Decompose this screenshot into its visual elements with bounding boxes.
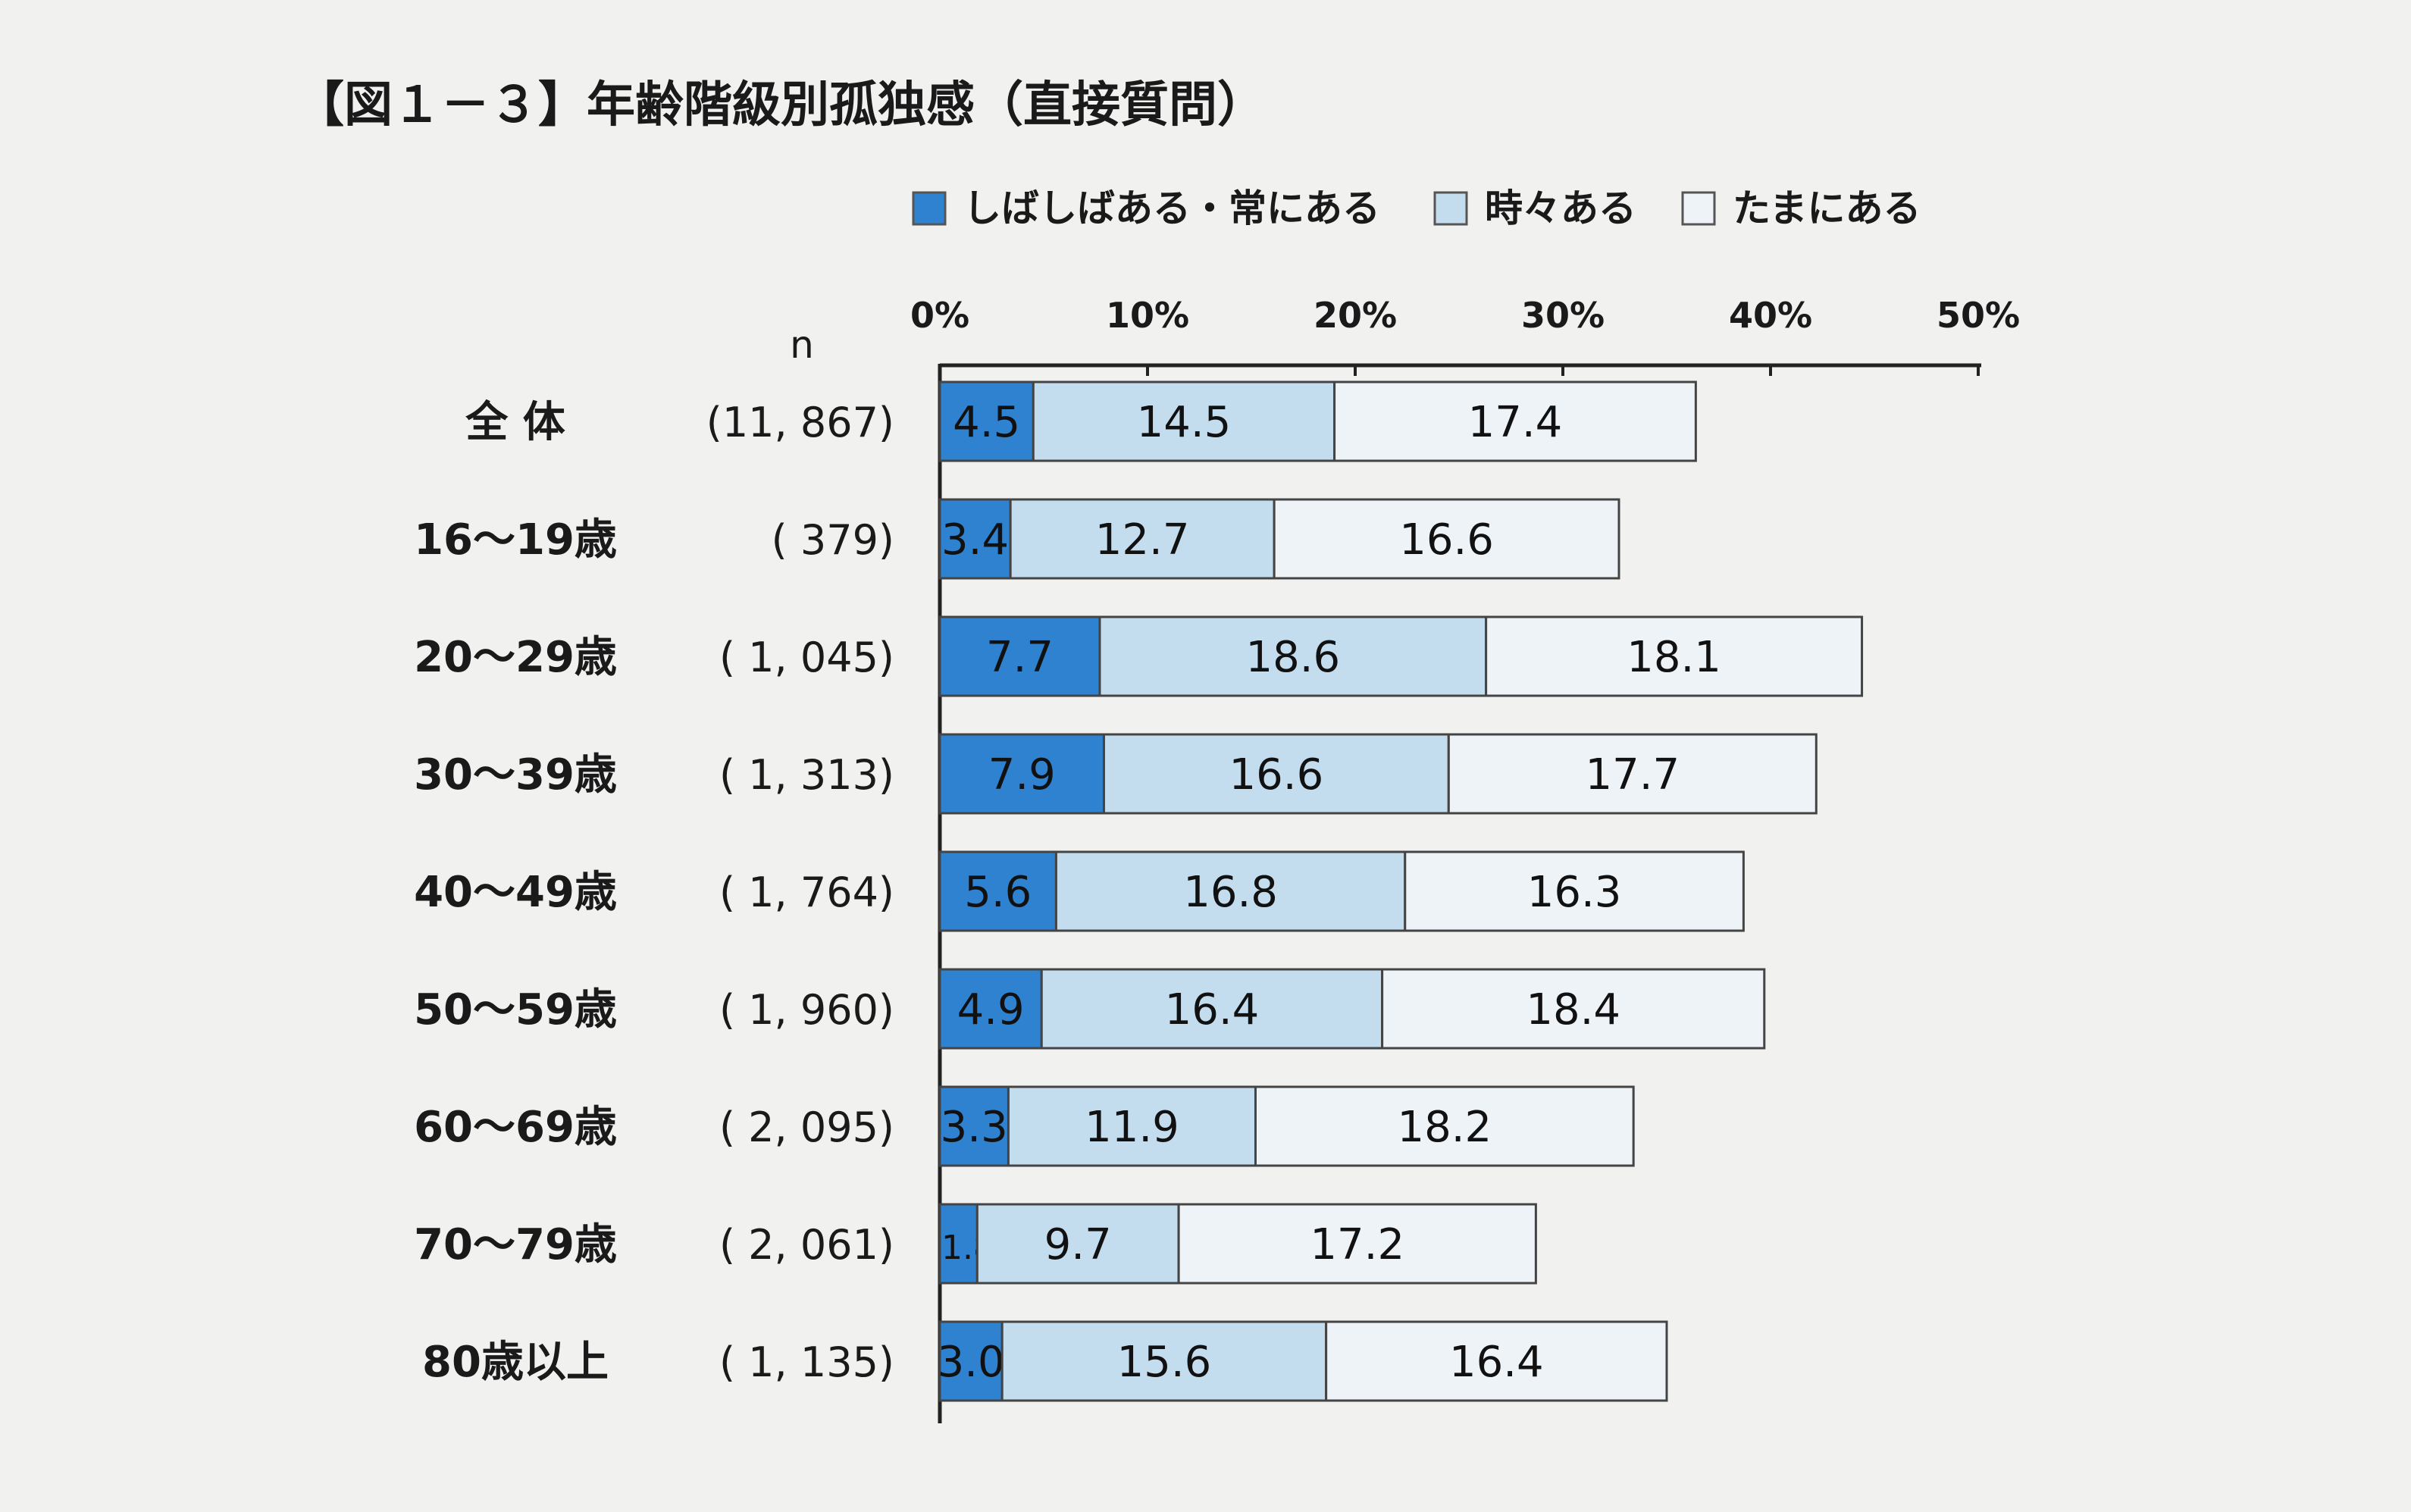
sample-size-label: ( 1, 135) — [719, 1338, 894, 1386]
category-label: 80歳以上 — [422, 1338, 609, 1387]
bar-segment — [1381, 968, 1766, 1050]
legend-swatch — [912, 191, 947, 226]
sample-size-label: ( 2, 095) — [719, 1103, 894, 1151]
legend-swatch — [1681, 191, 1716, 226]
category-label: 60～69歳 — [414, 1103, 617, 1152]
x-axis: 0% 10% 20% 30% 40% 50% — [910, 295, 2020, 1423]
legend-item: たまにある — [1681, 186, 1921, 230]
data-label: 18.2 — [1397, 1103, 1492, 1152]
data-label: 3.4 — [941, 515, 1009, 565]
bar-segment — [1333, 380, 1697, 462]
bar-segment — [1102, 733, 1450, 815]
data-label: 18.6 — [1245, 633, 1340, 682]
data-label: 7.7 — [986, 633, 1054, 682]
data-label: 17.7 — [1585, 750, 1680, 800]
data-label: 9.7 — [1044, 1220, 1112, 1269]
bar-segment — [938, 1085, 1010, 1167]
bar-segment — [1054, 850, 1407, 932]
bar-segment — [938, 1203, 978, 1285]
x-tick-label: 20% — [1314, 295, 1397, 336]
data-label: 12.7 — [1095, 515, 1190, 565]
bar-segment — [938, 615, 1101, 697]
legend-item: しばしばある・常にある — [912, 186, 1380, 230]
data-label: 17.4 — [1468, 398, 1563, 447]
sample-size-label: (11, 867) — [706, 399, 894, 446]
sample-size-label: ( 379) — [772, 516, 894, 564]
bar-row: 20～29歳 ( 1, 045) 7.7 18.6 18.1 — [414, 615, 1864, 697]
bar-row: 70～79歳( 2, 061) 1.8 9.7 17.2 — [414, 1203, 1537, 1285]
bar-segment — [1404, 850, 1745, 932]
data-label: 16.6 — [1229, 750, 1324, 800]
bar-segment — [1273, 498, 1620, 580]
data-label: 7.9 — [988, 750, 1056, 800]
category-label: 16～19歳 — [414, 515, 617, 565]
sample-size-label: ( 2, 061) — [719, 1221, 894, 1269]
data-label: 3.0 — [938, 1338, 1005, 1387]
legend-item: 時々ある — [1433, 186, 1636, 230]
bar-rows: 全 体 (11, 867) 4.5 14.5 17.4 16～19歳 ( 379) 3.4 12… — [414, 380, 1864, 1402]
bar-row: 30～39歳 ( 1, 313) 7.9 16.6 17.7 — [414, 733, 1818, 815]
bar-segment — [938, 498, 1012, 580]
n-column-header: n — [790, 323, 814, 367]
data-label: 15.6 — [1117, 1338, 1212, 1387]
bar-row: 60～69歳 ( 2, 095) 3.3 11.9 18.2 — [414, 1085, 1635, 1167]
category-label: 全 体 — [465, 398, 565, 447]
bar-segment — [1032, 380, 1336, 462]
bar-row: 全 体 (11, 867) 4.5 14.5 17.4 — [465, 380, 1697, 462]
bar-segment — [938, 733, 1105, 815]
sample-size-label: ( 1, 045) — [719, 634, 894, 681]
bar-segment — [938, 380, 1035, 462]
data-label: 11.9 — [1085, 1103, 1179, 1152]
bar-segment — [1254, 1085, 1635, 1167]
legend-label: 時々ある — [1485, 186, 1636, 230]
legend-label: しばしばある・常にある — [963, 186, 1380, 230]
legend: しばしばある・常にある 時々ある たまにある — [912, 186, 1921, 230]
category-label: 50～59歳 — [414, 985, 617, 1035]
data-label: 18.1 — [1627, 633, 1721, 682]
data-label: 4.5 — [953, 398, 1020, 447]
sample-size-label: ( 1, 960) — [719, 986, 894, 1034]
legend-label: たまにある — [1733, 186, 1921, 230]
data-label: 16.4 — [1449, 1338, 1544, 1387]
data-label: 16.3 — [1527, 868, 1622, 917]
x-tick-label: 30% — [1521, 295, 1605, 336]
bar-row: 50～59歳 ( 1, 960) 4.9 16.4 18.4 — [414, 968, 1766, 1050]
category-label: 70～79歳 — [414, 1220, 617, 1269]
category-label: 40～49歳 — [414, 868, 617, 917]
bar-segment — [1325, 1320, 1668, 1402]
chart-title: 【図１－３】年齢階級別孤独感（直接質問） — [296, 77, 1266, 133]
bar-segment — [975, 1203, 1180, 1285]
bar-segment — [1177, 1203, 1537, 1285]
bar-segment — [938, 1320, 1004, 1402]
sample-size-label: ( 1, 764) — [719, 869, 894, 916]
data-label: 14.5 — [1137, 398, 1232, 447]
data-label: 16.4 — [1165, 985, 1260, 1035]
x-tick-label: 40% — [1729, 295, 1812, 336]
bar-segment — [1447, 733, 1818, 815]
data-label: 4.9 — [957, 985, 1025, 1035]
data-label: 18.4 — [1526, 985, 1620, 1035]
data-label: 5.6 — [964, 868, 1032, 917]
x-tick-label: 0% — [910, 295, 969, 336]
x-tick-label: 10% — [1106, 295, 1189, 336]
data-label: 16.6 — [1399, 515, 1494, 565]
data-label: 3.3 — [941, 1103, 1008, 1152]
x-tick-label: 50% — [1937, 295, 2020, 336]
bar-segment — [938, 850, 1057, 932]
data-label: 16.8 — [1183, 868, 1278, 917]
bar-row: 80歳以上 ( 1, 135) 3.0 15.6 16.4 — [422, 1320, 1668, 1402]
bar-row: 40～49歳 ( 1, 764) 5.6 16.8 16.3 — [414, 850, 1745, 932]
bar-row: 16～19歳 ( 379) 3.4 12.7 16.6 — [414, 498, 1620, 580]
bar-segment — [938, 968, 1043, 1050]
category-label: 30～39歳 — [414, 750, 617, 800]
data-label: 17.2 — [1310, 1220, 1404, 1269]
category-label: 20～29歳 — [414, 633, 617, 682]
bar-segment — [1098, 615, 1488, 697]
bar-segment — [1485, 615, 1864, 697]
legend-swatch — [1433, 191, 1468, 226]
bar-segment — [1040, 968, 1384, 1050]
sample-size-label: ( 1, 313) — [719, 751, 894, 799]
